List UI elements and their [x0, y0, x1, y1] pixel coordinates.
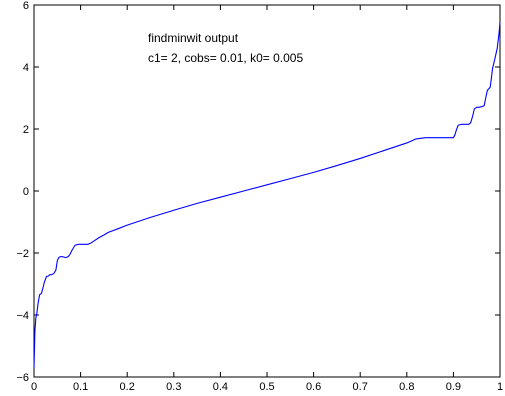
- y-tick-label: −2: [16, 248, 29, 260]
- axis-ticks: [33, 4, 501, 378]
- y-tick-label: 0: [23, 186, 29, 198]
- annotation-params: c1= 2, cobs= 0.01, k0= 0.005: [148, 51, 303, 65]
- x-tick-label: 0.8: [399, 381, 414, 393]
- x-tick-label: 1: [497, 381, 503, 393]
- x-tick-label: 0.6: [306, 381, 321, 393]
- y-tick-label: 6: [23, 0, 29, 12]
- x-tick-label: 0: [31, 381, 37, 393]
- x-tick-label: 0.1: [73, 381, 88, 393]
- axis-tick-labels: 0 0.1 0.2 0.3 0.4 0.5 0.6 0.7 0.8 0.9 1 −6 −4 −2 0 2 4 6: [16, 0, 503, 393]
- x-tick-label: 0.9: [446, 381, 461, 393]
- x-tick-label: 0.3: [166, 381, 181, 393]
- series-layer: [33, 22, 501, 368]
- x-tick-label: 0.5: [259, 381, 274, 393]
- y-tick-label: −4: [16, 310, 29, 322]
- x-tick-label: 0.4: [213, 381, 228, 393]
- y-tick-label: −6: [16, 372, 29, 384]
- y-tick-label: 4: [23, 62, 29, 74]
- x-tick-label: 0.7: [353, 381, 368, 393]
- x-tick-label: 0.2: [120, 381, 135, 393]
- annotation-title: findminwit output: [148, 31, 239, 45]
- series-line: [33, 22, 501, 368]
- y-tick-label: 2: [23, 124, 29, 136]
